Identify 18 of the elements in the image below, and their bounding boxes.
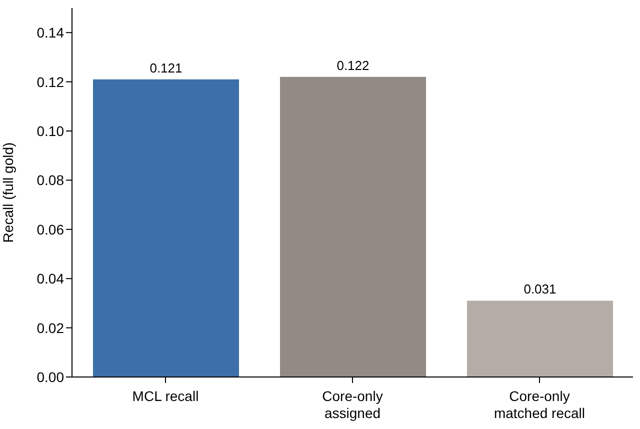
y-tick-label: 0.12 <box>36 74 64 90</box>
y-tick-label: 0.14 <box>36 24 64 41</box>
y-tick-label: 0.00 <box>36 368 64 385</box>
bar <box>93 79 239 377</box>
y-axis-title: Recall (full gold) <box>0 142 16 243</box>
data-label: 0.031 <box>524 282 556 297</box>
y-tick-label: 0.06 <box>36 221 64 238</box>
x-tick-label: MCL recall <box>132 388 199 404</box>
data-label: 0.121 <box>150 60 182 76</box>
data-label: 0.122 <box>336 58 370 73</box>
y-tick-label: 0.08 <box>36 172 64 188</box>
bar <box>280 76 426 377</box>
y-tick-label: 0.04 <box>36 270 64 287</box>
y-tick-label: 0.10 <box>36 122 64 139</box>
x-tick-label: Core-only matched recall <box>494 388 586 421</box>
bar <box>467 300 613 377</box>
x-tick-label: Core-only assigned <box>322 388 383 421</box>
y-tick-label: 0.02 <box>36 320 64 336</box>
